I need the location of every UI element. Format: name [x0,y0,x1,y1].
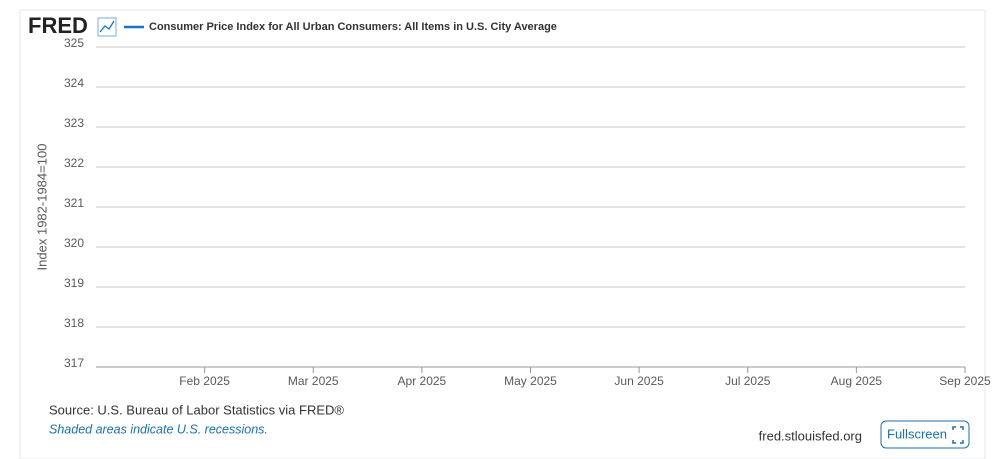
y-tick-label: 323 [64,116,84,130]
y-tick-label: 325 [64,36,84,50]
x-tick-label: Sep 2025 [939,374,991,388]
y-tick-label: 324 [64,76,84,90]
chart-panel [19,9,986,459]
y-tick-label: 322 [64,156,84,170]
y-tick-label: 318 [64,316,84,330]
url: fred.stlouisfed.org [759,428,862,443]
x-tick-label: Apr 2025 [398,374,447,388]
x-tick-label: Mar 2025 [288,374,339,388]
x-tick-label: May 2025 [504,374,557,388]
logo: FRED [28,13,88,38]
source: Source: U.S. Bureau of Labor Statistics … [49,402,344,417]
y-tick-label: 319 [64,276,84,290]
x-tick-label: Jul 2025 [725,374,771,388]
y-axis-label: Index 1982-1984=100 [34,144,49,271]
logo-icon-line [99,20,115,33]
legend-label: Consumer Price Index for All Urban Consu… [149,21,557,33]
button-frame[interactable] [880,420,970,449]
button-icon[interactable] [952,426,964,444]
note: Shaded areas indicate U.S. recessions. [49,422,268,436]
y-tick-label: 317 [64,356,84,370]
y-tick-label: 321 [64,196,84,210]
x-tick-label: Aug 2025 [831,374,883,388]
logo-icon [97,17,117,37]
button-label[interactable]: Fullscreen [887,426,947,441]
y-tick-label: 320 [64,236,84,250]
x-tick-label: Jun 2025 [614,374,664,388]
fullscreen-button[interactable]: Fullscreen [880,420,970,449]
x-tick-label: Feb 2025 [179,374,230,388]
